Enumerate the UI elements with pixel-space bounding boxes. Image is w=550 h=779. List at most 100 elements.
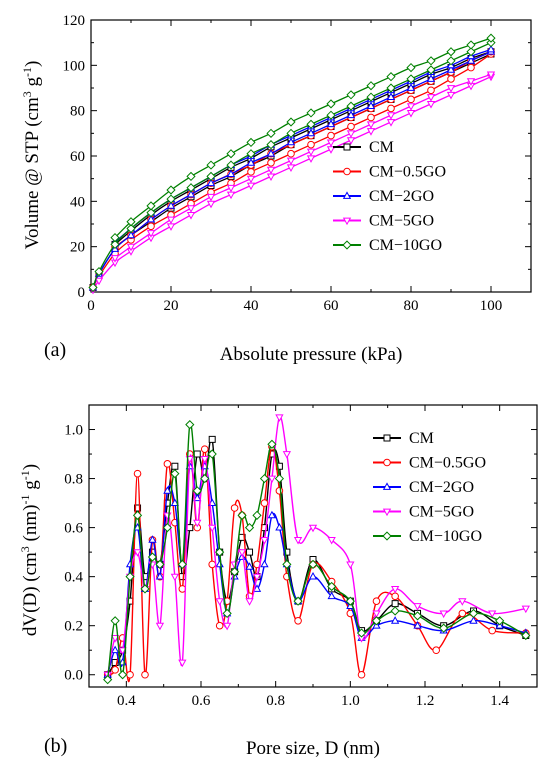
data-point — [387, 104, 395, 113]
legend-item: CM — [333, 139, 394, 156]
data-point — [406, 62, 416, 73]
data-point — [170, 469, 180, 479]
data-point — [287, 149, 295, 158]
data-point — [458, 609, 467, 618]
y-axis-label-superscript: 3 — [20, 91, 34, 97]
data-point — [386, 112, 396, 120]
data-point — [274, 473, 285, 484]
data-point — [307, 140, 315, 149]
data-point — [486, 44, 496, 53]
data-point — [458, 598, 467, 606]
x-tick-label: 0.4 — [117, 693, 136, 709]
data-point — [286, 117, 296, 127]
data-point — [178, 659, 187, 668]
data-point — [439, 623, 449, 633]
y-axis-label: dV(D) (cm3 (nm)-1 g-1) — [18, 464, 41, 636]
data-point — [286, 128, 296, 138]
data-point — [267, 439, 277, 449]
y-tick-label: 0 — [78, 285, 86, 301]
data-point — [126, 223, 136, 234]
data-point — [326, 110, 336, 120]
data-point — [208, 435, 216, 443]
data-point — [446, 85, 456, 93]
data-point — [126, 230, 136, 239]
data-point — [327, 536, 336, 545]
data-point — [103, 675, 113, 685]
legend-label: CM−10GO — [409, 528, 482, 545]
data-point — [293, 596, 303, 606]
x-axis-label: Absolute pressure (kPa) — [220, 344, 403, 365]
series-line-adsorption — [92, 42, 492, 288]
data-point — [372, 597, 381, 605]
data-point — [193, 493, 202, 502]
x-tick-label: 100 — [480, 298, 503, 314]
data-point — [282, 451, 292, 459]
data-point — [200, 445, 209, 453]
data-point — [208, 524, 217, 533]
y-tick-label: 0.0 — [64, 668, 83, 684]
data-point — [118, 647, 127, 655]
data-point — [146, 208, 156, 218]
series — [104, 435, 530, 679]
panel-a-isotherm-chart: 0 20 40 60 80 100 0 20 40 60 80 100 120 Absolute pres… — [20, 13, 532, 365]
legend-marker — [382, 508, 392, 517]
y-tick-label: 80 — [70, 104, 85, 120]
data-point — [469, 616, 478, 624]
panel-label: (a) — [44, 339, 66, 361]
data-point — [110, 232, 120, 243]
legend-label: CM−5GO — [409, 504, 474, 521]
data-point — [488, 610, 497, 619]
data-point — [193, 519, 202, 528]
data-point — [237, 510, 247, 520]
data-point — [406, 83, 416, 91]
data-point — [521, 605, 530, 614]
data-point — [306, 119, 316, 129]
data-point — [171, 462, 179, 470]
data-point — [162, 523, 173, 533]
data-point — [206, 178, 216, 187]
ticks: 0.4 0.6 0.8 1.0 1.2 1.4 0.0 0.2 0.4 0.6 0.8 1.0 — [64, 404, 538, 709]
data-point — [346, 130, 356, 138]
data-point — [244, 523, 255, 533]
data-point — [486, 71, 496, 80]
data-point — [466, 40, 476, 50]
data-point — [266, 140, 276, 150]
data-point — [246, 548, 254, 556]
legend-label: CM−5GO — [369, 213, 434, 230]
y-tick-label: 60 — [70, 149, 85, 165]
data-point — [206, 160, 216, 170]
legend-label: CM−2GO — [409, 479, 474, 496]
y-axis-label-superscript: -1 — [18, 470, 32, 480]
data-point — [147, 552, 158, 562]
data-point — [237, 549, 247, 557]
data-point — [266, 166, 276, 175]
data-point — [245, 598, 254, 606]
data-point — [466, 47, 476, 57]
data-point — [293, 536, 303, 545]
data-point — [163, 486, 172, 494]
data-point — [185, 420, 195, 430]
legend-item: CM−2GO — [373, 479, 474, 496]
data-point — [246, 158, 256, 166]
data-point — [275, 522, 284, 531]
series — [103, 442, 530, 683]
data-point — [208, 560, 216, 569]
data-point — [366, 81, 376, 91]
data-point — [391, 600, 399, 608]
series — [88, 71, 496, 295]
data-point — [133, 549, 142, 557]
panel-label: (b) — [44, 735, 67, 757]
data-point — [372, 610, 381, 619]
data-point — [252, 573, 262, 582]
data-point — [446, 56, 456, 66]
data-point — [266, 128, 276, 138]
data-point — [177, 559, 187, 569]
data-point — [200, 456, 209, 464]
data-point — [282, 559, 292, 569]
data-point — [110, 255, 120, 263]
data-point — [346, 561, 355, 570]
panel-b-pore-size-chart: 0.4 0.6 0.8 1.0 1.2 1.4 0.0 0.2 0.4 0.6 0.8 1.0 Pore… — [18, 404, 538, 759]
data-point — [166, 194, 176, 204]
data-point — [326, 139, 336, 148]
data-point — [446, 65, 456, 73]
